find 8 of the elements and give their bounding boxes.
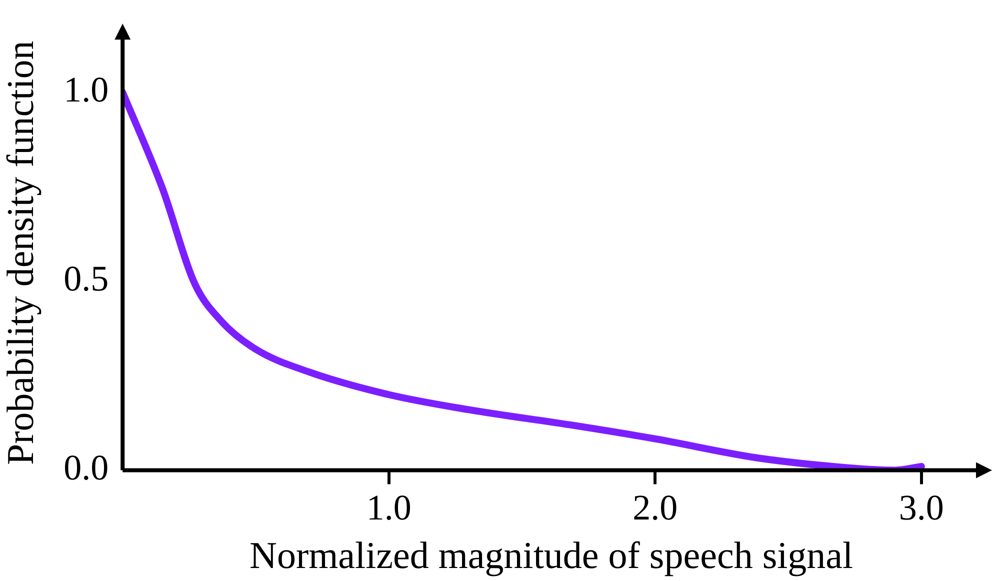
x-tick-label: 2.0: [632, 487, 678, 528]
x-axis-title: Normalized magnitude of speech signal: [250, 535, 854, 578]
y-tick-label: 1.0: [64, 70, 109, 110]
y-tick-label: 0.0: [64, 448, 109, 488]
y-tick-label: 0.5: [64, 258, 109, 299]
y-axis-title: Probability density function: [0, 40, 42, 466]
x-tick-label: 3.0: [898, 487, 944, 528]
x-tick-label: 1.0: [366, 487, 412, 528]
